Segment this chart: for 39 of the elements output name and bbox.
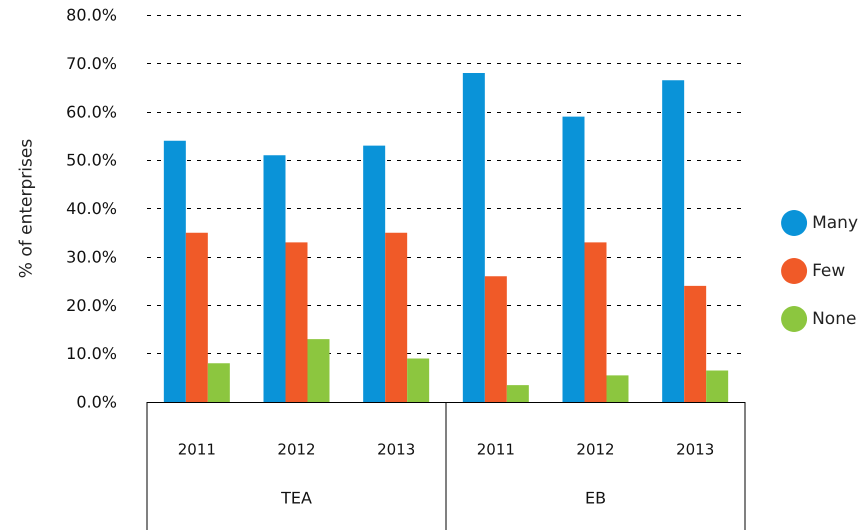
- y-tick-label: 0.0%: [76, 392, 117, 412]
- bar: [706, 370, 728, 402]
- y-axis-title: % of enterprises: [16, 138, 36, 278]
- text: TEA: [280, 488, 312, 508]
- x-tick-label: 2011: [476, 440, 515, 458]
- bar: [462, 73, 485, 402]
- text: EB: [584, 488, 606, 508]
- y-tick-label: 20.0%: [66, 296, 117, 315]
- bar: [186, 232, 208, 402]
- y-tick-label: 80.0%: [66, 6, 117, 24]
- bar: [385, 232, 408, 402]
- x-tick-label: 2012: [576, 440, 615, 458]
- bar: [662, 80, 684, 402]
- y-tick-label: 60.0%: [66, 102, 117, 122]
- bar: [484, 276, 507, 402]
- legend-label: Many: [812, 213, 858, 233]
- x-tick-label: 2012: [277, 440, 316, 458]
- bar: [363, 146, 386, 402]
- bar: [164, 140, 186, 402]
- bar: [208, 363, 230, 402]
- bar: [506, 385, 529, 402]
- bar: [606, 375, 628, 402]
- y-tick-label: 40.0%: [66, 199, 117, 218]
- bar: [286, 242, 308, 402]
- legend-label: Few: [812, 261, 846, 281]
- x-tick-label: 2013: [676, 440, 714, 458]
- bar: [584, 242, 606, 402]
- y-tick-label: 30.0%: [66, 247, 117, 266]
- x-tick-label: 2013: [377, 440, 416, 458]
- legend-label: None: [812, 309, 856, 329]
- bar: [407, 358, 430, 402]
- x-tick-label: 2011: [178, 440, 216, 458]
- y-tick-label: 50.0%: [66, 150, 117, 170]
- bar: [684, 286, 706, 402]
- bar: [562, 116, 584, 402]
- bar: [264, 155, 286, 402]
- y-tick-label: 10.0%: [66, 344, 117, 364]
- y-tick-label: 70.0%: [66, 54, 117, 73]
- bar: [308, 339, 330, 402]
